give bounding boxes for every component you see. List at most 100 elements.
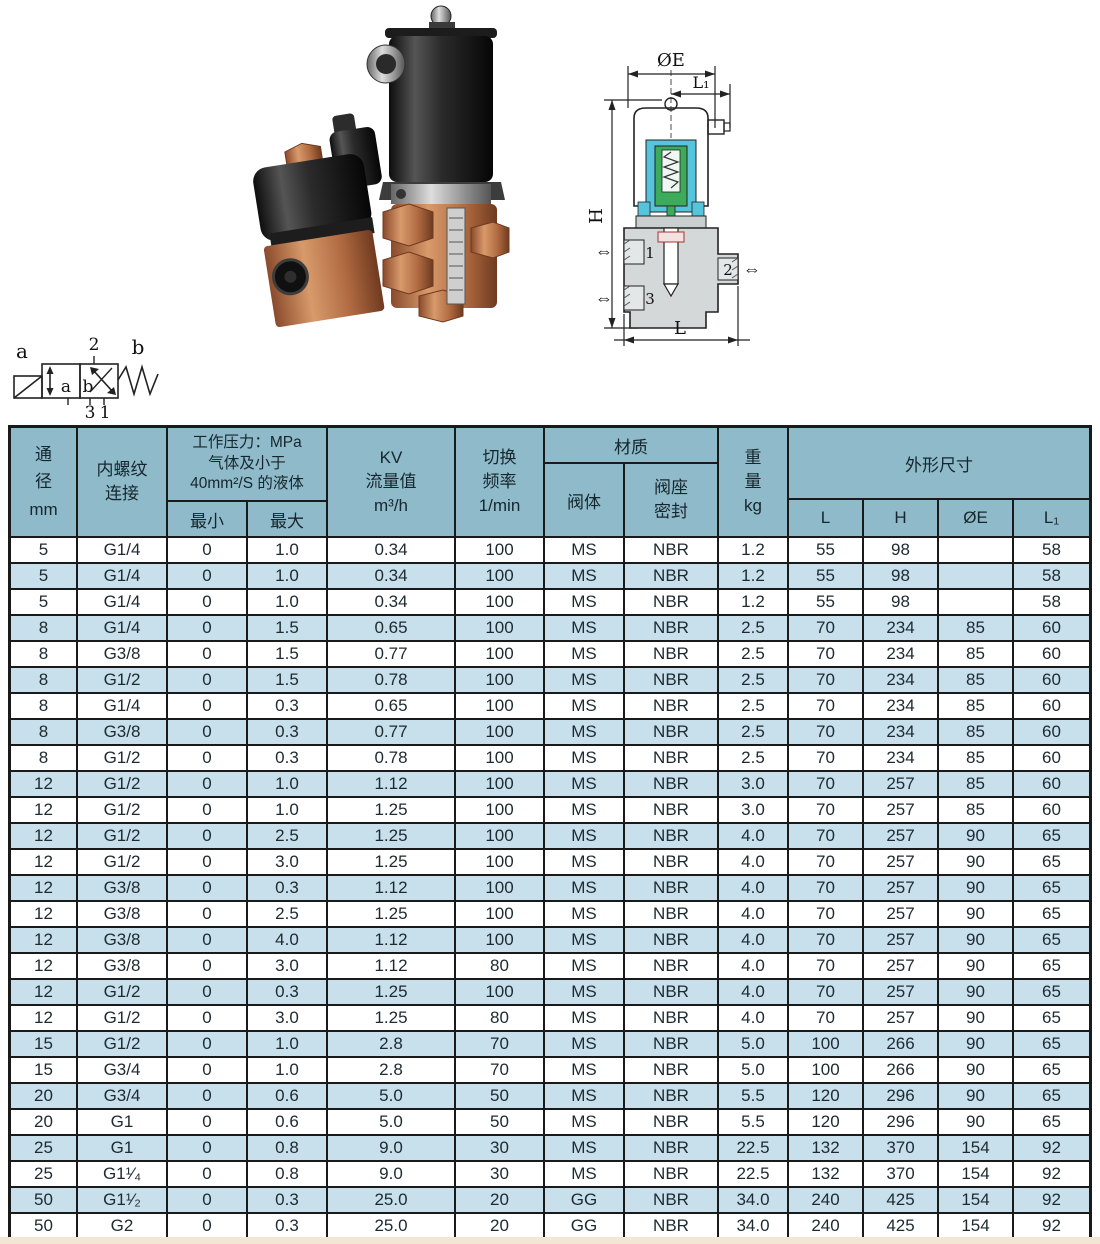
table-cell: G1/2 [78,746,166,770]
schematic-pos-b-label: b [83,377,94,397]
table-cell: NBR [625,1162,717,1186]
table-cell: GG [545,1214,623,1238]
product-photo [253,5,510,328]
table-cell: 1.0 [248,1032,326,1056]
table-cell: 90 [939,824,1012,848]
col-header-pressure-title: 工作压力：MPa 气体及小于 40mm²/S 的液体 [168,428,326,500]
table-cell: MS [545,902,623,926]
table-cell: 12 [11,850,76,874]
table-cell: 266 [864,1058,937,1082]
dim-h-label: H [586,208,607,224]
table-cell: 1.2 [719,538,787,562]
table-cell: MS [545,954,623,978]
table-cell: 65 [1014,1084,1089,1108]
table-cell: 0.3 [248,876,326,900]
table-cell: G3/4 [78,1058,166,1082]
table-cell: 257 [864,928,937,952]
table-cell: 90 [939,1032,1012,1056]
table-cell: 65 [1014,850,1089,874]
table-cell: MS [545,850,623,874]
table-cell [939,538,1012,562]
table-cell: 85 [939,694,1012,718]
table-cell: NBR [625,564,717,588]
table-cell: 100 [456,616,543,640]
table-cell: 12 [11,798,76,822]
table-cell: 1.25 [328,1006,454,1030]
table-cell: 9.0 [328,1162,454,1186]
table-cell: G3/8 [78,876,166,900]
table-cell: 100 [456,694,543,718]
table-cell: NBR [625,1136,717,1160]
flow-arrow-port3-icon: ⇔ [595,288,613,308]
table-cell: 1.25 [328,798,454,822]
valve-photo-large [366,5,510,323]
table-cell: MS [545,1084,623,1108]
schematic-actuator-label: a [16,339,28,363]
table-cell: 0 [168,1032,246,1056]
table-cell: 100 [456,902,543,926]
table-cell: 5.0 [328,1084,454,1108]
table-cell: 240 [789,1188,862,1212]
table-cell: 425 [864,1214,937,1238]
table-cell: 90 [939,850,1012,874]
table-cell: 98 [864,538,937,562]
table-cell: G1/2 [78,980,166,1004]
table-cell: 1.0 [248,538,326,562]
table-cell: 8 [11,668,76,692]
table-cell: 12 [11,824,76,848]
table-cell: 0.3 [248,980,326,1004]
table-cell: 20 [456,1214,543,1238]
table-cell: 0.78 [328,668,454,692]
table-cell: G1 [78,1110,166,1134]
table-cell: MS [545,538,623,562]
spec-table: 通 径 mm 内螺纹 连接 工作压力：MPa 气体及小于 40mm²/S 的液体… [8,425,1092,1241]
schematic-port1-label: 1 [100,403,111,420]
table-cell: 22.5 [719,1136,787,1160]
table-cell: 60 [1014,642,1089,666]
table-cell: G1/4 [78,564,166,588]
table-cell: 0 [168,642,246,666]
table-cell: 50 [11,1214,76,1238]
table-cell: 257 [864,902,937,926]
table-cell: 240 [789,1214,862,1238]
table-cell: NBR [625,902,717,926]
table-cell: 1.25 [328,824,454,848]
table-cell: 1.0 [248,590,326,614]
dim-l-label: L [674,318,686,339]
col-group-pressure: 工作压力：MPa 气体及小于 40mm²/S 的液体 最小 最大 [168,428,326,536]
table-cell: 0.3 [248,720,326,744]
table-cell: 70 [789,850,862,874]
table-cell: 4.0 [248,928,326,952]
table-cell: 296 [864,1110,937,1134]
table-cell: 70 [789,798,862,822]
table-cell: 60 [1014,798,1089,822]
table-cell: 0.77 [328,720,454,744]
table-cell: 0.3 [248,694,326,718]
table-cell: 12 [11,980,76,1004]
table-cell: 0.3 [248,1188,326,1212]
table-cell: G1¹⁄₂ [78,1188,166,1212]
schematic-port3-label: 3 [85,403,96,420]
table-cell: 50 [11,1188,76,1212]
table-cell: MS [545,642,623,666]
table-cell: 0.3 [248,1214,326,1238]
table-cell: 1.2 [719,590,787,614]
table-cell: 234 [864,694,937,718]
table-cell: G1/4 [78,590,166,614]
table-cell: 132 [789,1136,862,1160]
table-cell: 0.65 [328,694,454,718]
table-cell: MS [545,1162,623,1186]
table-cell: NBR [625,694,717,718]
table-cell: 154 [939,1188,1012,1212]
table-cell: NBR [625,928,717,952]
diagram-port3-label: 3 [645,290,655,308]
table-cell: MS [545,1006,623,1030]
table-cell: 1.0 [248,1058,326,1082]
table-cell: 65 [1014,980,1089,1004]
table-cell: NBR [625,1110,717,1134]
table-cell: NBR [625,746,717,770]
table-cell: 92 [1014,1188,1089,1212]
col-header-material: 材质 [545,428,717,462]
table-cell: G1/2 [78,1006,166,1030]
col-header-dim-l1: L₁ [1014,500,1089,536]
